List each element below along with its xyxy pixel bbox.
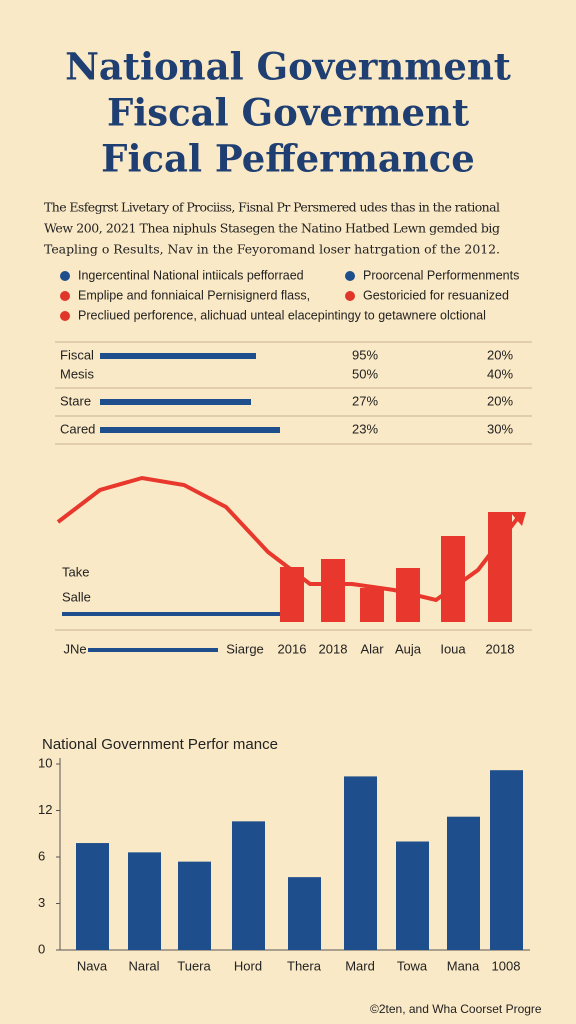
- x-label: 2016: [278, 641, 307, 656]
- legend-dot: [60, 291, 70, 301]
- bar: [232, 821, 265, 950]
- row-value: 40%: [487, 366, 513, 381]
- row-value: 95%: [352, 347, 378, 362]
- legend-dot: [60, 271, 70, 281]
- y-tick-label: 0: [38, 941, 45, 956]
- side-label: Take: [62, 564, 89, 579]
- bar: [288, 877, 321, 950]
- legend-dot: [60, 311, 70, 321]
- paragraph-line: Teapling o Results, Nav in the Feyoroman…: [44, 242, 500, 257]
- x-label: Siarge: [226, 641, 264, 656]
- x-tick-label: Thera: [287, 958, 322, 973]
- y-tick-label: 12: [38, 802, 52, 817]
- x-tick-label: 1008: [492, 958, 521, 973]
- legend-text: Precliued perforence, alichuad unteal el…: [78, 308, 486, 322]
- x-tick-label: Towa: [397, 958, 428, 973]
- bar: [178, 861, 211, 950]
- bar: [128, 852, 161, 950]
- legend-dot: [345, 291, 355, 301]
- x-tick-label: Mana: [447, 958, 480, 973]
- x-tick-label: Nava: [77, 958, 108, 973]
- row-value: 27%: [352, 393, 378, 408]
- bar: [321, 559, 345, 622]
- x-label: JNe: [63, 641, 86, 656]
- row-value: 20%: [487, 393, 513, 408]
- arrow-head: [510, 512, 526, 526]
- row-value: 23%: [352, 421, 378, 436]
- paragraph-line: Wew 200, 2021 Thea niphuls Stasegen the …: [44, 221, 500, 236]
- row-value: 50%: [352, 366, 378, 381]
- y-tick-label: 6: [38, 848, 45, 863]
- bar: [447, 816, 480, 950]
- legend-text: Ingercentinal National intiicals pefforr…: [78, 268, 304, 282]
- x-label: Auja: [395, 641, 422, 656]
- row-bar: [100, 427, 280, 433]
- legend-text: Proorcenal Performenments: [363, 268, 519, 282]
- x-label: Alar: [360, 641, 384, 656]
- x-label: Ioua: [440, 641, 466, 656]
- row-label: Mesis: [60, 366, 94, 381]
- bar: [490, 770, 523, 950]
- row-label: Stare: [60, 393, 91, 408]
- y-tick-label: 3: [38, 895, 45, 910]
- bar: [441, 536, 465, 622]
- trend-line: [56, 475, 522, 603]
- legend-text: Gestoricied for resuanized: [363, 288, 509, 302]
- legend-text: Emplipe and fonniaical Pernisignerd flas…: [78, 288, 310, 302]
- chart-title: National Government Perfor mance: [42, 736, 278, 753]
- bar: [344, 776, 377, 950]
- title-line: National Government: [65, 45, 511, 89]
- row-label: Fiscal: [60, 347, 94, 362]
- bar: [396, 841, 429, 950]
- legend-dot: [345, 271, 355, 281]
- paragraph-line: The Esfegrst Livetary of Prociiss, Fisna…: [44, 200, 500, 215]
- x-tick-label: Hord: [234, 958, 262, 973]
- title-line: Fiscal Goverment: [107, 91, 469, 135]
- footer: ©2ten, and Wha Coorset Progre: [370, 1002, 542, 1016]
- x-tick-label: Naral: [128, 958, 159, 973]
- x-label: 2018: [486, 641, 515, 656]
- side-label: Salle: [62, 589, 91, 604]
- x-tick-label: Mard: [345, 958, 375, 973]
- row-bar: [100, 353, 256, 359]
- row-bar: [100, 399, 251, 405]
- y-tick-label: 10: [38, 755, 52, 770]
- row-value: 20%: [487, 347, 513, 362]
- row-label: Cared: [60, 421, 95, 436]
- x-label: 2018: [319, 641, 348, 656]
- x-tick-label: Tuera: [177, 958, 211, 973]
- row-value: 30%: [487, 421, 513, 436]
- title-line: Fical Peffermance: [101, 137, 475, 181]
- bar: [76, 843, 109, 950]
- bar: [360, 588, 384, 622]
